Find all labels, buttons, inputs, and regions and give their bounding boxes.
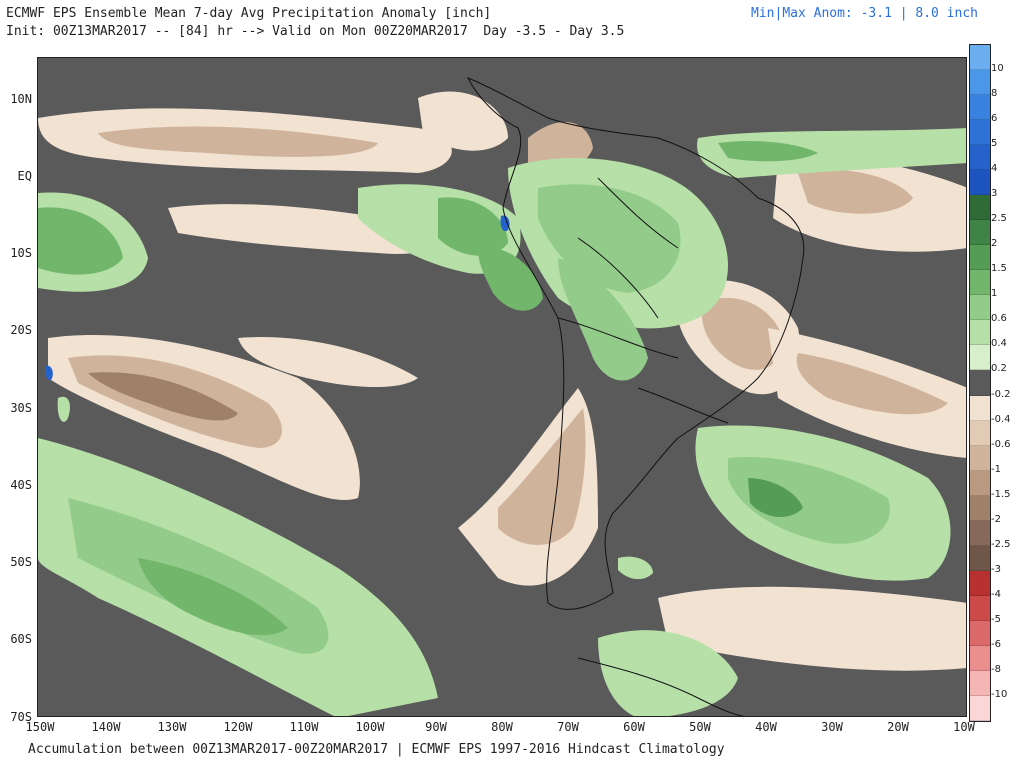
colorbar [969, 44, 991, 722]
colorbar-tick-label: 1.5 [991, 263, 1007, 275]
colorbar-swatch [970, 445, 990, 471]
lon-label: 10W [953, 720, 975, 734]
colorbar-tick-label: -1.5 [991, 488, 1011, 500]
colorbar-swatch [970, 695, 990, 721]
lon-label: 110W [289, 720, 319, 734]
colorbar-swatch [970, 170, 990, 196]
lat-label: 10N [10, 92, 32, 106]
lon-label: 150W [25, 720, 55, 734]
colorbar-swatch [970, 645, 990, 671]
colorbar-swatch [970, 470, 990, 496]
colorbar-swatch [970, 670, 990, 696]
lon-label: 60W [623, 720, 645, 734]
colorbar-tick-label: -2.5 [991, 538, 1011, 550]
colorbar-tick-label: 6 [991, 113, 998, 125]
colorbar-swatch [970, 145, 990, 171]
precipitation-anomaly-map [37, 57, 967, 717]
lon-label: 140W [91, 720, 121, 734]
lon-label: 30W [821, 720, 843, 734]
lon-label: 50W [689, 720, 711, 734]
colorbar-swatch [970, 370, 990, 396]
colorbar-tick-label: -0.4 [991, 413, 1011, 425]
colorbar-tick-label: -10 [991, 688, 1008, 700]
colorbar-tick-label: 0.2 [991, 363, 1007, 375]
lon-label: 130W [157, 720, 187, 734]
colorbar-swatch [970, 95, 990, 121]
colorbar-swatch [970, 220, 990, 246]
colorbar-tick-label: 4 [991, 163, 998, 175]
colorbar-tick-label: -6 [991, 638, 1001, 650]
lat-label: 50S [10, 555, 32, 569]
colorbar-tick-label: -8 [991, 663, 1001, 675]
colorbar-swatch [970, 120, 990, 146]
colorbar-swatch [970, 320, 990, 346]
colorbar-tick-label: 2 [991, 238, 998, 250]
lat-label: 60S [10, 632, 32, 646]
colorbar-tick-label: 3 [991, 188, 998, 200]
colorbar-swatch [970, 495, 990, 521]
colorbar-tick-label: 0.6 [991, 313, 1007, 325]
colorbar-tick-label: -0.2 [991, 388, 1011, 400]
dry-anomaly-areas [38, 91, 966, 671]
lon-label: 90W [425, 720, 447, 734]
colorbar-swatch [970, 520, 990, 546]
colorbar-swatch [970, 295, 990, 321]
lon-label: 100W [355, 720, 385, 734]
lat-label: 70S [10, 710, 32, 724]
colorbar-swatch [970, 595, 990, 621]
colorbar-tick-label: 0.4 [991, 338, 1007, 350]
colorbar-tick-label: 1 [991, 288, 998, 300]
colorbar-tick-label: 8 [991, 88, 998, 100]
map-title: ECMWF EPS Ensemble Mean 7-day Avg Precip… [6, 6, 492, 21]
colorbar-swatch [970, 570, 990, 596]
colorbar-swatch [970, 545, 990, 571]
colorbar-swatch [970, 620, 990, 646]
coastlines-borders [466, 77, 805, 716]
colorbar-tick-label: -2 [991, 513, 1001, 525]
colorbar-swatch [970, 345, 990, 371]
colorbar-tick-label: -1 [991, 463, 1001, 475]
lat-label: 30S [10, 401, 32, 415]
lat-label: 10S [10, 246, 32, 260]
colorbar-tick-label: -5 [991, 613, 1001, 625]
lon-label: 70W [557, 720, 579, 734]
colorbar-tick-label: -0.6 [991, 438, 1011, 450]
lon-label: 40W [755, 720, 777, 734]
colorbar-swatch [970, 70, 990, 96]
heavy-wet-spots [45, 215, 510, 381]
footer-caption: Accumulation between 00Z13MAR2017-00Z20M… [28, 742, 725, 757]
lat-label: EQ [17, 169, 32, 183]
map-subtitle: Init: 00Z13MAR2017 -- [84] hr --> Valid … [6, 24, 625, 39]
lon-label: 20W [887, 720, 909, 734]
wet-anomaly-areas [38, 128, 966, 716]
colorbar-swatch [970, 195, 990, 221]
colorbar-tick-label: -3 [991, 563, 1001, 575]
lon-label: 120W [223, 720, 253, 734]
colorbar-swatch [970, 270, 990, 296]
lat-label: 40S [10, 478, 32, 492]
colorbar-tick-label: 5 [991, 138, 998, 150]
colorbar-tick-label: 10 [991, 63, 1004, 75]
colorbar-tick-label: 2.5 [991, 213, 1007, 225]
colorbar-swatch [970, 245, 990, 271]
colorbar-swatch [970, 45, 990, 71]
lat-label: 20S [10, 323, 32, 337]
colorbar-tick-label: -4 [991, 588, 1001, 600]
lon-label: 80W [491, 720, 513, 734]
colorbar-swatch [970, 395, 990, 421]
minmax-anomaly: Min|Max Anom: -3.1 | 8.0 inch [751, 6, 978, 21]
colorbar-swatch [970, 420, 990, 446]
map-canvas [38, 58, 966, 716]
